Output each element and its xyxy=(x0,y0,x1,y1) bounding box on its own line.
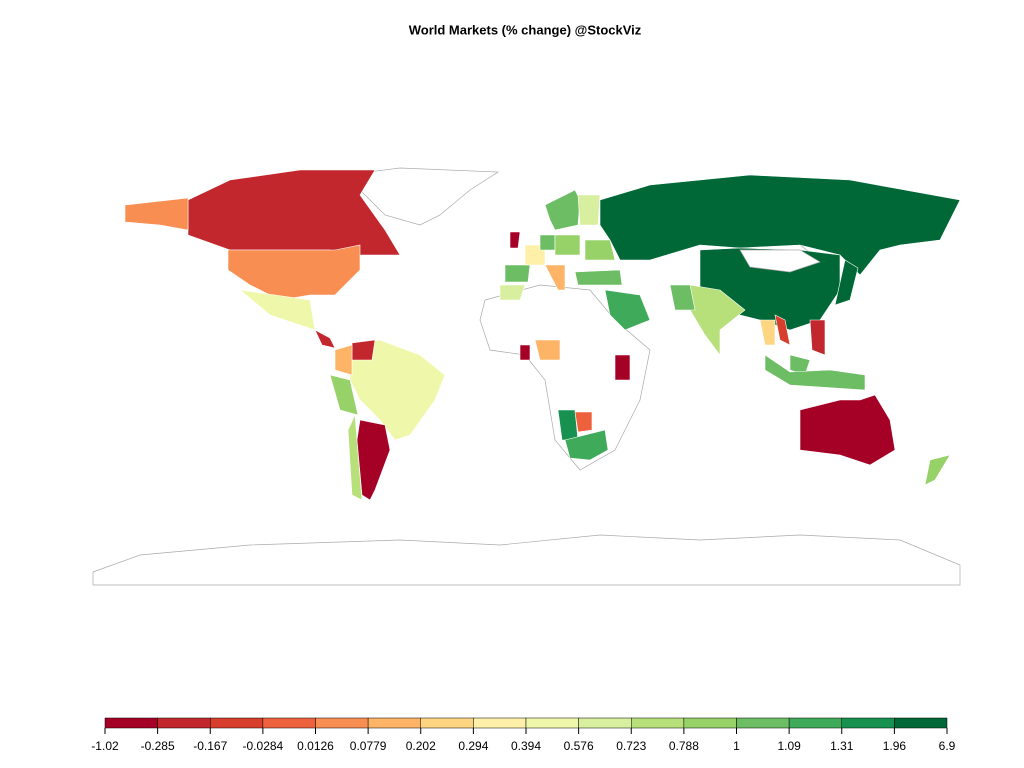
world-map xyxy=(92,167,961,586)
legend: -1.02 -0.285 -0.167 -0.0284 0.0126 0.0779 0.20… xyxy=(91,717,956,753)
legend-tick-label: 6.9 xyxy=(939,739,956,753)
botswana xyxy=(574,411,593,433)
uk xyxy=(509,231,521,249)
india xyxy=(689,284,746,356)
finland xyxy=(577,194,601,226)
vietnam xyxy=(774,314,791,346)
legend-swatch xyxy=(315,717,369,729)
philippines xyxy=(809,319,826,356)
saudi-arabia xyxy=(604,289,651,331)
legend-tick-label: 1.96 xyxy=(883,739,907,753)
legend-tick-label: 0.788 xyxy=(669,739,699,753)
legend-swatch xyxy=(104,717,158,729)
legend-tick-label: 0.0779 xyxy=(350,739,387,753)
legend-tick-label: 0.394 xyxy=(511,739,541,753)
indonesia xyxy=(764,354,866,391)
spain xyxy=(504,264,531,283)
argentina xyxy=(356,419,391,501)
legend-swatch xyxy=(631,717,685,729)
nigeria xyxy=(534,339,561,361)
alaska xyxy=(124,197,189,231)
peru xyxy=(329,374,359,416)
japan xyxy=(834,259,859,306)
legend-tick-label: 0.294 xyxy=(458,739,488,753)
greenland xyxy=(344,167,500,226)
legend-tick-label: -0.0284 xyxy=(243,739,284,753)
legend-tick-label: 1 xyxy=(733,739,740,753)
legend-swatch xyxy=(420,717,474,729)
antarctica xyxy=(92,534,961,586)
legend-swatch xyxy=(473,717,527,729)
legend-swatch xyxy=(210,717,264,729)
ghana xyxy=(519,344,531,361)
germany xyxy=(539,234,556,251)
chile xyxy=(347,413,363,501)
legend-tick-label: 0.576 xyxy=(564,739,594,753)
legend-tick-label: 0.202 xyxy=(406,739,436,753)
legend-swatch xyxy=(841,717,895,729)
legend-swatch xyxy=(578,717,632,729)
usa xyxy=(227,244,361,301)
italy xyxy=(544,264,566,291)
central-america xyxy=(314,329,336,349)
venezuela xyxy=(351,339,376,361)
thailand xyxy=(759,319,776,346)
scandinavia xyxy=(544,189,581,231)
legend-swatch xyxy=(788,717,842,729)
legend-swatch xyxy=(525,717,579,729)
legend-tick-label: 1.09 xyxy=(777,739,801,753)
africa xyxy=(479,284,651,471)
poland xyxy=(554,234,581,256)
kenya xyxy=(614,354,631,381)
legend-swatch xyxy=(683,717,737,729)
south-africa xyxy=(564,429,609,461)
morocco xyxy=(499,284,526,301)
legend-tick-label: -0.167 xyxy=(193,739,227,753)
legend-swatch xyxy=(367,717,421,729)
legend-swatch xyxy=(894,717,948,729)
ukraine xyxy=(584,239,616,261)
legend-swatch xyxy=(262,717,316,729)
legend-tick-label: 0.723 xyxy=(616,739,646,753)
canada xyxy=(187,169,401,256)
legend-swatch xyxy=(157,717,211,729)
mexico xyxy=(238,289,316,331)
colombia xyxy=(334,344,353,376)
pakistan xyxy=(669,284,696,311)
map-title: World Markets (% change) @StockViz xyxy=(409,22,642,37)
legend-swatch xyxy=(736,717,790,729)
legend-tick-label: 0.0126 xyxy=(297,739,334,753)
legend-tick-label: 1.31 xyxy=(830,739,854,753)
australia xyxy=(799,394,896,466)
brazil xyxy=(349,339,446,441)
mongolia-inner xyxy=(739,249,821,273)
legend-tick-label: -0.285 xyxy=(141,739,175,753)
turkey xyxy=(574,269,623,286)
legend-tick-label: -1.02 xyxy=(91,739,119,753)
new-zealand xyxy=(924,454,951,486)
